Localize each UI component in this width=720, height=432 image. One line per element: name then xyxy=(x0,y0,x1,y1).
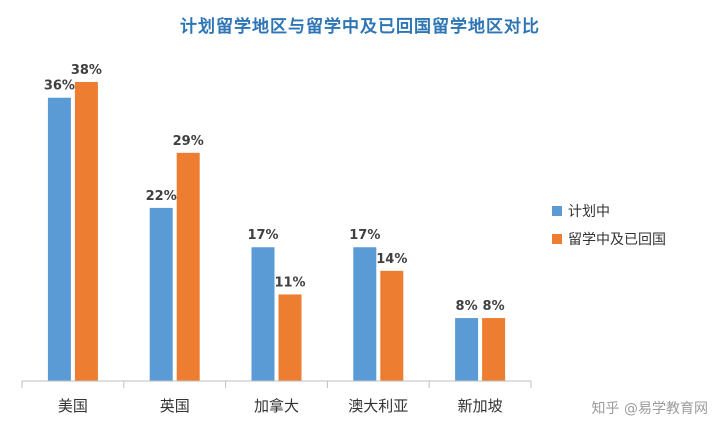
category-label-2: 加拿大 xyxy=(254,397,299,415)
bar-studying-returned-2 xyxy=(278,294,302,381)
data-label-studying-returned-2: 11% xyxy=(274,275,305,290)
data-label-planned-3: 17% xyxy=(349,228,380,243)
legend-label-1: 留学中及已回国 xyxy=(568,232,666,248)
data-label-planned-0: 36% xyxy=(44,79,75,94)
bars-group xyxy=(47,82,506,381)
bar-studying-returned-3 xyxy=(380,270,404,381)
category-label-1: 英国 xyxy=(160,397,190,415)
data-label-studying-returned-1: 29% xyxy=(173,134,204,149)
category-label-0: 美国 xyxy=(58,397,88,415)
bar-planned-3 xyxy=(353,247,377,381)
bar-planned-2 xyxy=(251,247,275,381)
data-label-planned-1: 22% xyxy=(146,189,177,204)
legend-swatch-1 xyxy=(552,234,562,244)
data-label-studying-returned-3: 14% xyxy=(376,252,407,267)
legend-swatch-0 xyxy=(552,206,562,216)
category-labels-group: 美国 英国 加拿大 澳大利亚 新加坡 xyxy=(58,397,503,415)
x-axis xyxy=(21,380,532,388)
data-labels-group: 36%38% 22% 29% 17% 11% 17% 14% 8% 8% xyxy=(44,63,505,314)
legend-label-0: 计划中 xyxy=(568,204,610,220)
data-label-studying-returned-4: 8% xyxy=(483,299,505,314)
category-label-3: 澳大利亚 xyxy=(348,397,408,415)
data-label-planned-4: 8% xyxy=(456,299,478,314)
bar-planned-4 xyxy=(455,318,479,381)
chart-title: 计划留学地区与留学中及已回国留学地区对比 xyxy=(180,17,540,37)
watermark: 知乎 @易学教育网 xyxy=(591,401,708,417)
data-label-studying-returned-0: 38% xyxy=(71,63,102,78)
bar-studying-returned-1 xyxy=(176,152,200,381)
bar-studying-returned-0 xyxy=(74,82,98,381)
bar-planned-0 xyxy=(47,97,71,381)
bar-studying-returned-4 xyxy=(482,318,506,381)
bar-planned-1 xyxy=(149,207,173,381)
category-label-4: 新加坡 xyxy=(458,397,503,415)
data-label-planned-2: 17% xyxy=(247,228,278,243)
